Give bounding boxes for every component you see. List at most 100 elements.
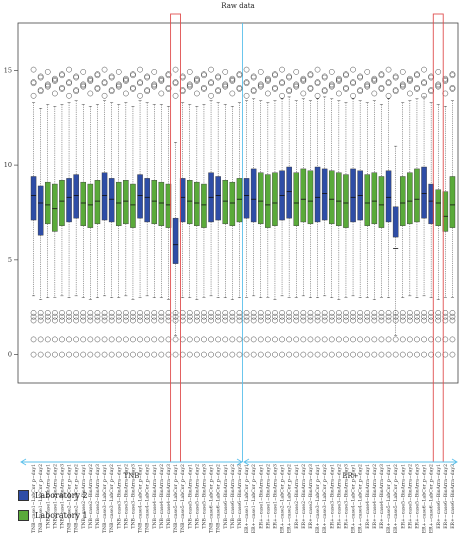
outlier-point <box>421 317 427 324</box>
outlier-point <box>293 317 300 324</box>
outlier-point <box>243 80 250 87</box>
outlier-point <box>300 351 307 358</box>
outlier-point <box>108 74 115 81</box>
outlier-point <box>215 336 221 343</box>
outlier-point <box>435 69 442 75</box>
outlier-point <box>272 84 278 91</box>
outlier-point <box>371 351 378 358</box>
outlier-point <box>314 351 321 358</box>
outlier-point <box>208 66 214 73</box>
outlier-point <box>300 310 307 316</box>
outlier-point <box>293 310 300 316</box>
outlier-point <box>66 310 72 316</box>
outlier-point <box>435 317 442 324</box>
box <box>321 168 328 221</box>
outlier-point <box>286 336 292 343</box>
x-tick-label: TNB−case2−BioArra−day2 <box>88 464 94 529</box>
outlier-point <box>250 88 257 95</box>
box <box>293 172 300 226</box>
box <box>73 174 79 219</box>
outlier-point <box>179 88 186 95</box>
outlier-point <box>399 313 406 320</box>
outlier-point <box>328 336 335 343</box>
outlier-point <box>371 77 378 83</box>
outlier-point <box>30 313 37 320</box>
outlier-point <box>279 66 285 73</box>
outlier-point <box>208 80 214 87</box>
outlier-point <box>87 336 94 343</box>
outlier-point <box>378 317 385 324</box>
outlier-point <box>94 336 101 343</box>
outlier-point <box>407 75 413 82</box>
outlier-point <box>101 317 108 324</box>
outlier-point <box>222 336 229 343</box>
outlier-point <box>350 80 356 87</box>
outlier-point <box>165 313 172 320</box>
outlier-point <box>442 310 449 316</box>
x-tick-label: ER+−case2−BioArra−day3 <box>308 464 314 529</box>
outlier-point <box>336 310 342 316</box>
x-tick-label: ER+−case3−LabCor_p−day1 <box>315 464 321 533</box>
x-tick-label: TNB−case3−BioArra−day3 <box>130 464 136 529</box>
outlier-point <box>414 336 420 343</box>
outlier-point <box>73 313 79 320</box>
outlier-point <box>392 87 399 93</box>
outlier-point <box>144 310 150 316</box>
outlier-point <box>371 75 378 82</box>
group-label: ER+ <box>342 472 358 480</box>
outlier-point <box>449 351 456 358</box>
legend-swatch-lab2 <box>18 489 29 501</box>
outlier-point <box>428 313 434 320</box>
outlier-point <box>357 336 363 343</box>
outlier-point <box>137 351 143 358</box>
outlier-point <box>108 88 115 95</box>
outlier-point <box>250 310 257 316</box>
outlier-point <box>158 75 165 82</box>
outlier-point <box>385 310 392 316</box>
outlier-point <box>66 79 72 85</box>
outlier-point <box>37 88 44 95</box>
outlier-point <box>59 86 65 92</box>
outlier-point <box>52 78 58 84</box>
outlier-point <box>87 351 94 358</box>
outlier-point <box>194 336 200 343</box>
outlier-point <box>449 72 456 79</box>
outlier-point <box>449 336 456 343</box>
box <box>101 172 108 221</box>
outlier-point <box>37 74 44 81</box>
outlier-point <box>243 351 250 358</box>
outlier-point <box>286 313 292 320</box>
outlier-point <box>307 313 314 320</box>
outlier-point <box>314 317 321 324</box>
outlier-point <box>407 313 413 320</box>
x-tick-label: ER+−case4−BioArra−day1 <box>365 464 371 529</box>
outlier-point <box>449 310 456 316</box>
outlier-point <box>392 73 399 80</box>
outlier-point <box>385 313 392 320</box>
box <box>286 166 292 219</box>
outlier-point <box>44 310 51 316</box>
outlier-point <box>123 317 129 324</box>
outlier-point <box>66 336 72 343</box>
outlier-point <box>279 80 285 87</box>
x-tick-label: ER+−case5−BioArra−day2 <box>407 464 413 529</box>
outlier-point <box>414 313 420 320</box>
outlier-point <box>350 351 356 358</box>
outlier-point <box>194 90 200 97</box>
outlier-point <box>222 81 229 88</box>
outlier-point <box>428 73 434 80</box>
outlier-point <box>257 81 264 88</box>
outlier-point <box>30 92 37 99</box>
outlier-point <box>165 336 172 343</box>
outlier-point <box>172 66 179 73</box>
x-tick-label: TNB−case1−BioArra−day3 <box>59 464 65 529</box>
box <box>37 185 44 236</box>
outlier-point <box>286 73 292 80</box>
outlier-point <box>378 72 385 79</box>
outlier-point <box>151 81 158 88</box>
x-tick-label: TNB−case1−BioArra−day1 <box>45 464 51 529</box>
outlier-point <box>364 82 371 89</box>
outlier-point <box>257 82 264 89</box>
outlier-point <box>272 313 278 320</box>
outlier-point <box>265 310 271 316</box>
